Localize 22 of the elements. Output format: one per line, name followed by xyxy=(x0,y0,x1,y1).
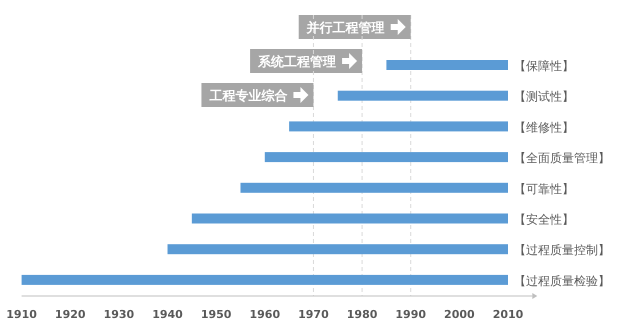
x-tick-label: 1930 xyxy=(104,308,135,321)
y-tick-label: 【保障性】 xyxy=(514,59,574,73)
x-tick-label: 1970 xyxy=(298,308,330,321)
x-tick-label: 2010 xyxy=(492,308,524,321)
x-tick-label: 1950 xyxy=(200,308,232,321)
y-tick-label: 【过程质量控制】 xyxy=(514,243,610,258)
y-tick-label: 【可靠性】 xyxy=(514,182,574,196)
x-tick-label: 1990 xyxy=(395,308,426,321)
x-tick-label: 1940 xyxy=(152,308,184,321)
x-tick-label: 1960 xyxy=(249,308,280,321)
y-tick-label: 【全面质量管理】 xyxy=(514,151,610,166)
x-tick-label: 1910 xyxy=(6,308,38,321)
y-tick-label: 【安全性】 xyxy=(514,212,574,226)
ref-line-label: 工程专业综合 xyxy=(208,88,288,104)
ref-line-label: 系统工程管理 xyxy=(257,54,336,70)
ref-line-label: 并行工程管理 xyxy=(306,20,385,36)
y-tick-label: 【过程质量检验】 xyxy=(514,274,610,288)
y-tick-label: 【测试性】 xyxy=(514,90,574,104)
x-tick-label: 1920 xyxy=(54,308,86,321)
y-tick-label: 【维修性】 xyxy=(514,120,574,134)
x-tick-label: 2000 xyxy=(444,308,476,321)
x-tick-label: 1980 xyxy=(346,308,378,321)
